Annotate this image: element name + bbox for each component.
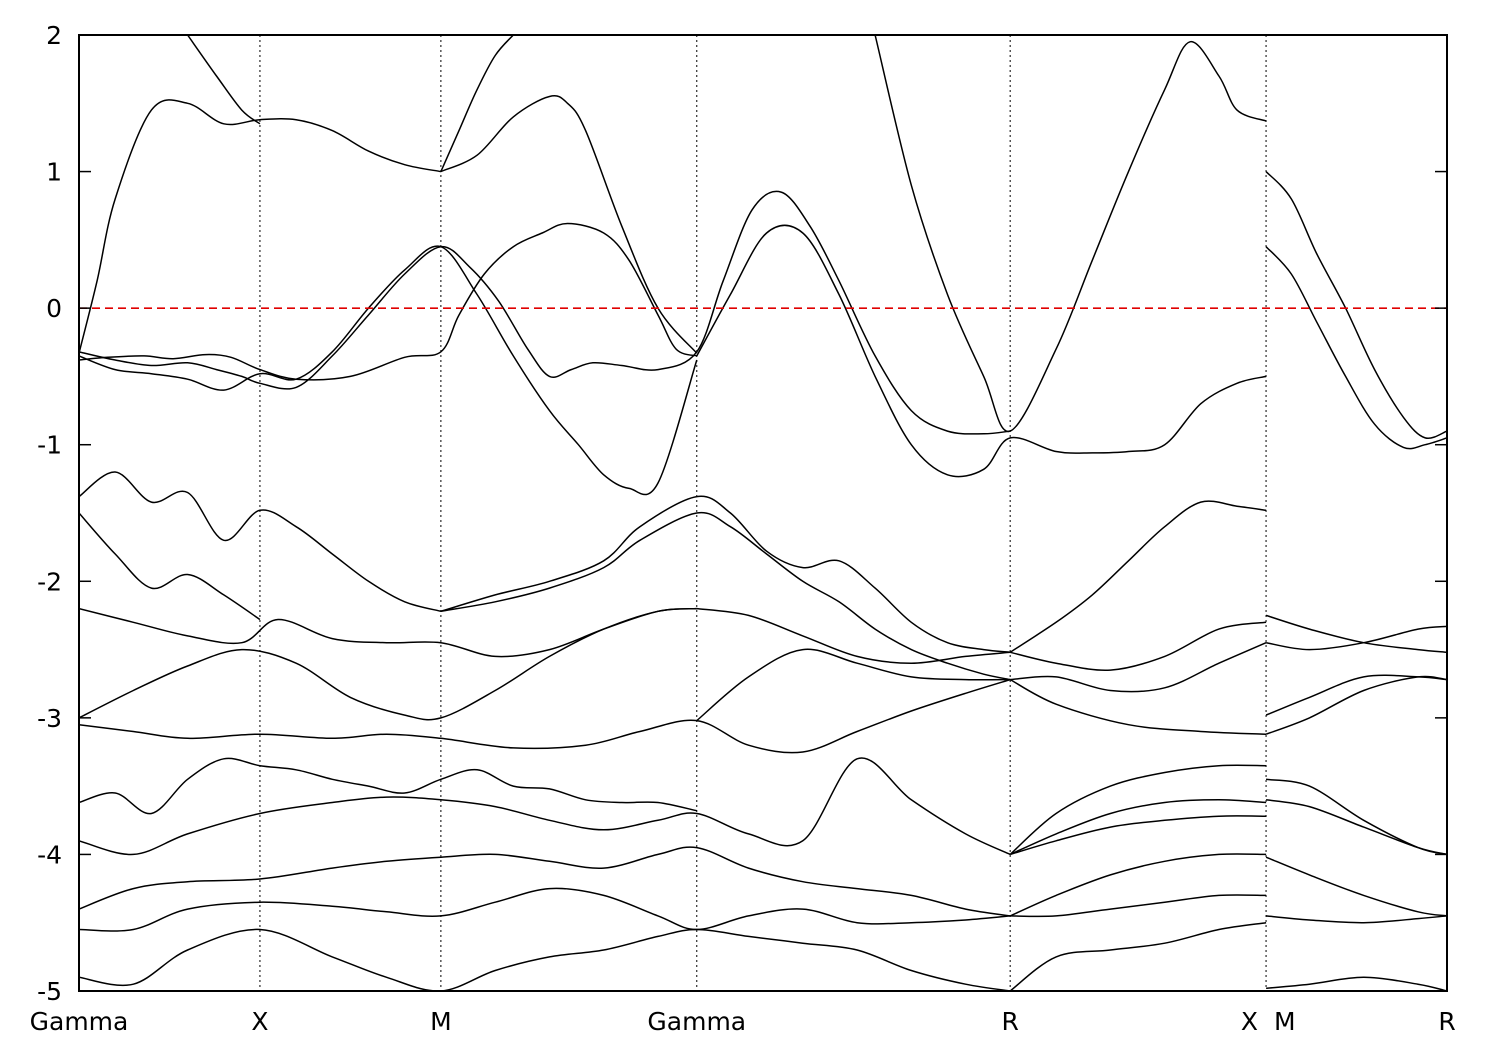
band-line xyxy=(79,928,1011,991)
band-line xyxy=(1009,853,1267,917)
x-tick-label: M xyxy=(430,1007,452,1036)
band-line xyxy=(1266,915,1447,924)
band-line xyxy=(1010,894,1267,918)
band-line xyxy=(1010,621,1267,671)
y-axis: -5 -4 -3 -2 -1 0 1 2 xyxy=(37,21,1447,1006)
band-line xyxy=(1265,625,1447,651)
band-line xyxy=(1265,799,1447,856)
band-line xyxy=(79,512,261,621)
band-line xyxy=(79,846,1011,917)
band-line xyxy=(79,887,1011,932)
band-line xyxy=(1009,500,1267,653)
x-tick-label: R xyxy=(1438,1007,1455,1036)
band-line xyxy=(1266,976,1447,991)
band-line xyxy=(1265,614,1447,654)
band-line xyxy=(696,648,1011,722)
band-line xyxy=(1265,778,1447,856)
y-tick-label: -1 xyxy=(37,431,62,460)
band-line xyxy=(1265,856,1447,917)
band-line xyxy=(1009,921,1267,991)
band-line xyxy=(79,757,697,815)
band-line xyxy=(1265,246,1447,450)
band-line xyxy=(79,190,1011,435)
band-line xyxy=(1009,799,1267,856)
y-tick-label: 1 xyxy=(46,158,62,187)
x-tick-label: Gamma xyxy=(30,1007,129,1036)
band-line xyxy=(1009,815,1267,856)
band-line xyxy=(1009,764,1267,855)
x-tick-label: X xyxy=(251,1007,268,1036)
band-line xyxy=(79,678,1011,754)
x-axis: Gamma X M Gamma R X M R xyxy=(30,1007,1456,1036)
band-line xyxy=(79,99,442,354)
y-tick-label: 2 xyxy=(46,21,62,50)
band-line xyxy=(696,224,1267,478)
y-tick-label: -4 xyxy=(37,840,62,869)
band-line xyxy=(79,607,697,658)
band-line xyxy=(440,495,1011,654)
y-tick-label: -5 xyxy=(37,977,62,1006)
band-line xyxy=(79,607,697,721)
x-tick-label: Gamma xyxy=(647,1007,746,1036)
band-line xyxy=(696,607,1011,664)
band-line xyxy=(440,95,698,354)
band-lines xyxy=(79,35,1447,991)
band-line xyxy=(186,35,261,125)
x-tick-label: R xyxy=(1001,1007,1018,1036)
plot-frame xyxy=(78,34,1448,992)
band-line xyxy=(1265,674,1447,716)
band-line xyxy=(79,245,698,496)
band-line xyxy=(874,35,1267,432)
y-tick-label: -3 xyxy=(37,704,62,733)
x-tick-label: X xyxy=(1241,1007,1258,1036)
band-line xyxy=(79,471,442,613)
band-line xyxy=(440,35,514,172)
band-line xyxy=(440,511,1011,681)
band-line xyxy=(79,222,698,381)
y-tick-label: -2 xyxy=(37,567,62,596)
band-line xyxy=(1010,642,1267,693)
band-line xyxy=(79,757,1011,856)
y-tick-label: 0 xyxy=(46,294,62,323)
band-line xyxy=(1265,675,1447,735)
kpoint-gridlines xyxy=(259,35,1267,991)
x-tick-label: M xyxy=(1274,1007,1296,1036)
band-line xyxy=(1265,171,1447,440)
band-line xyxy=(1009,678,1267,735)
